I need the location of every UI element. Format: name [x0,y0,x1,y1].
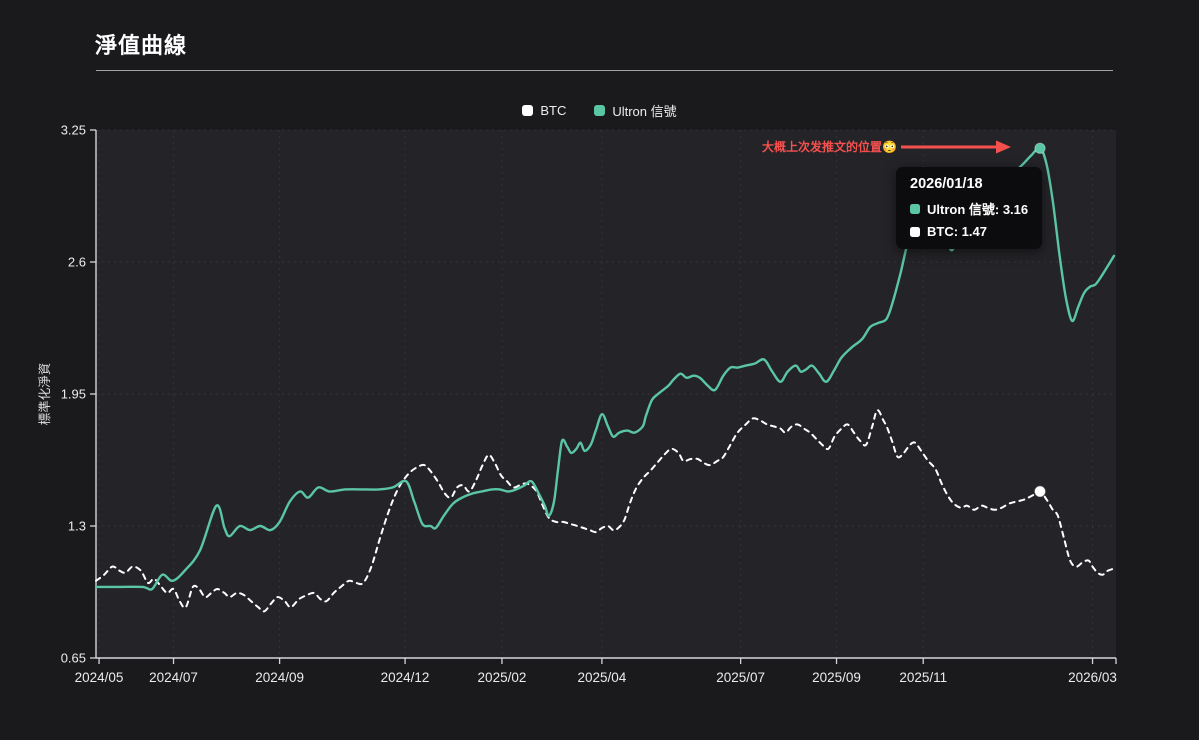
x-tick-label: 2026/03 [1068,670,1117,685]
hover-markers [1034,142,1046,498]
x-tick-label: 2025/07 [716,670,765,685]
tooltip-date: 2026/01/18 [910,176,983,192]
x-tick-label: 2024/05 [75,670,124,685]
y-tick-label: 0.65 [61,651,86,666]
annotation-text: 大概上次发推文的位置😳 [762,139,897,154]
y-axis-title: 標準化淨資 [37,363,52,426]
page-title: 淨值曲線 [95,33,188,58]
y-tick-label: 1.95 [61,387,86,402]
tooltip-row-btc: BTC: 1.47 [910,224,1028,239]
annotation: 大概上次发推文的位置😳 [762,139,1011,154]
y-tick-label: 2.6 [68,255,86,270]
chart-tooltip: 2026/01/18 Ultron 信號: 3.16 BTC: 1.47 [896,167,1043,249]
legend-item-btc[interactable]: BTC [522,103,566,118]
tooltip-row-ultron: Ultron 信號: 3.16 [910,199,1028,218]
y-tick-label: 3.25 [61,123,86,138]
legend-label: Ultron 信號 [612,104,677,119]
btc-line [95,409,1115,613]
x-tick-label: 2024/12 [381,670,430,685]
chart-legend: BTC Ultron 信號 [0,101,1199,120]
annotation-arrow-head-icon [996,140,1011,154]
title-divider [96,70,1113,71]
ultron-legend-chip-icon [594,105,606,116]
btc-series-chip-icon [910,226,920,237]
ultron-series-chip-icon [910,203,920,214]
axes: 3.25 2.6 1.95 1.3 0.65 2024/05 2024/07 2024/09 2… [61,123,1117,686]
ultron-marker-dot [1034,142,1046,154]
btc-marker-dot [1034,485,1046,498]
tooltip-value: BTC: 1.47 [927,224,987,239]
x-tick-label: 2025/04 [578,670,627,685]
tooltip-value: Ultron 信號: 3.16 [927,202,1029,217]
x-tick-label: 2024/07 [149,670,198,685]
x-tick-label: 2025/09 [812,670,861,685]
x-tick-label: 2025/11 [899,670,947,685]
x-tick-label: 2024/09 [255,670,304,685]
grid-lines [96,129,1116,658]
legend-item-ultron[interactable]: Ultron 信號 [594,101,677,120]
y-tick-label: 1.3 [68,519,86,534]
legend-label: BTC [540,103,567,118]
x-tick-label: 2025/02 [478,670,527,685]
btc-legend-chip-icon [522,105,534,116]
